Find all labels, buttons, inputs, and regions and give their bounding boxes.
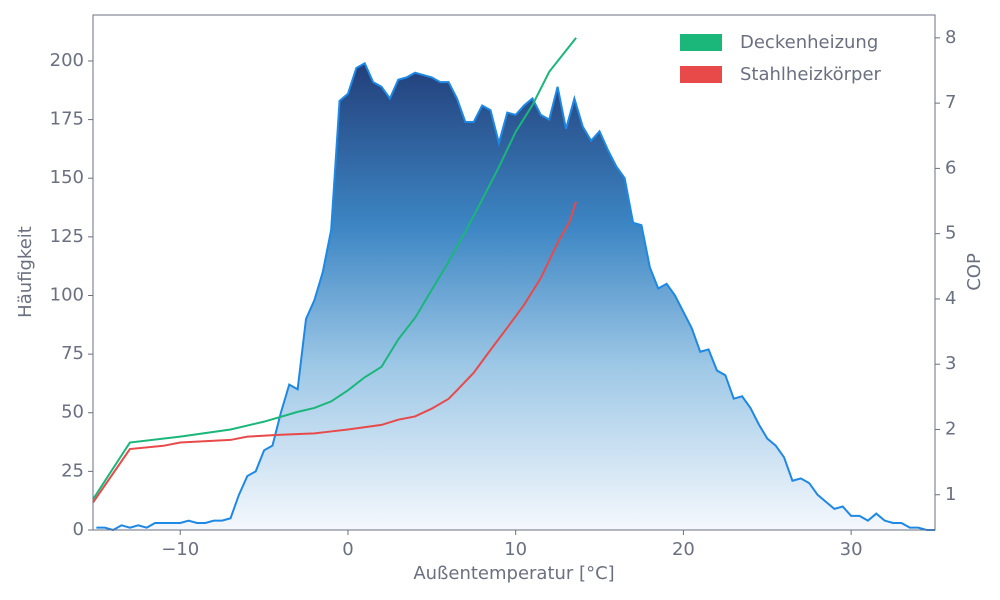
y-tick-label: 200	[50, 50, 84, 71]
area-line	[96, 61, 935, 532]
area-fill	[96, 63, 935, 530]
y2-tick-label: 1	[945, 484, 956, 505]
x-tick-label: 30	[840, 539, 863, 560]
legend-swatch	[680, 34, 722, 51]
y-tick-label: 0	[73, 519, 84, 540]
y2-tick-label: 6	[945, 157, 956, 178]
x-axis-label: Außentemperatur [°C]	[413, 563, 614, 584]
y2-tick-label: 3	[945, 353, 956, 374]
cop-line	[92, 201, 578, 504]
x-tick-label: 20	[672, 539, 695, 560]
y-tick-label: 125	[50, 226, 84, 247]
y-tick-label: 75	[61, 343, 84, 364]
legend-label: Stahlheizkörper	[740, 64, 882, 85]
legend-label: Deckenheizung	[740, 32, 878, 53]
y2-tick-label: 2	[945, 418, 956, 439]
y-tick-label: 175	[50, 109, 84, 130]
y-tick-label: 25	[61, 460, 84, 481]
cop-line	[92, 37, 577, 500]
x-tick-label: 0	[342, 539, 353, 560]
y-tick-label: 50	[61, 402, 84, 423]
x-tick-label: 10	[504, 539, 527, 560]
legend-swatch	[680, 66, 722, 83]
y2-tick-label: 7	[945, 92, 956, 113]
y2-tick-label: 4	[945, 288, 956, 309]
y2-axis-label: COP	[964, 253, 985, 291]
y-tick-label: 150	[50, 167, 84, 188]
y-axis-label: Häufigkeit	[15, 226, 36, 318]
plot-frame	[92, 14, 936, 531]
y-tick-label: 100	[50, 284, 84, 305]
y2-tick-label: 5	[945, 223, 956, 244]
y2-tick-label: 8	[945, 27, 956, 48]
x-tick-label: −10	[161, 539, 199, 560]
